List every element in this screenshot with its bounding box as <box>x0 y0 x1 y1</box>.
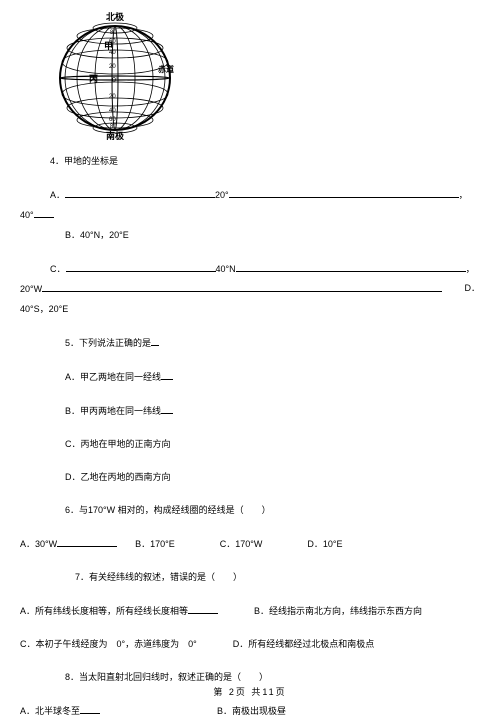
page-footer: 第 2页 共11页 <box>0 686 500 700</box>
q7-optAB: A．所有纬线长度相等，所有经线长度相等 B．经线指示南北方向，纬线指示东西方向 <box>20 604 480 619</box>
globe-figure: 北极 南极 赤道 甲 丙 0° 20 40 60 80 20 40 60 80 <box>50 10 480 145</box>
svg-text:0°: 0° <box>112 76 119 84</box>
svg-text:20: 20 <box>109 64 116 70</box>
q4-optC-D-row: 20°WD． <box>20 282 480 297</box>
q5-optC: C．丙地在甲地的正南方向 <box>20 438 480 452</box>
south-pole-label: 南极 <box>106 130 125 140</box>
q4-optA-row: A．20°， <box>20 188 480 203</box>
svg-text:20: 20 <box>109 94 116 100</box>
svg-text:60: 60 <box>109 39 116 45</box>
q7-optCD: C．本初子午线经度为 0°，赤道纬度为 0° D．所有经线都经过北极点和南极点 <box>20 638 480 652</box>
q4-optB: B．40°N，20°E <box>20 229 480 243</box>
equator-label: 赤道 <box>158 64 174 74</box>
q8-optAB: A．北半球冬至 B．南极出现极昼 <box>20 704 480 718</box>
north-pole-label: 北极 <box>106 11 125 22</box>
q4-optD-val: 40°S，20°E <box>20 303 480 317</box>
q4-optA-second: 40° <box>20 208 480 223</box>
svg-text:40: 40 <box>109 108 116 114</box>
svg-text:60: 60 <box>109 117 116 123</box>
bing-label: 丙 <box>89 74 98 84</box>
q8-text: 8．当太阳直射北回归线时，叙述正确的是（ ） <box>20 671 480 685</box>
q4-optC-row: C．40°N， <box>20 262 480 277</box>
svg-text:80: 80 <box>110 30 117 36</box>
svg-text:40: 40 <box>109 50 116 56</box>
q5-optA: A．甲乙两地在同一经线 <box>20 370 480 385</box>
q5-text: 5．下列说法正确的是 <box>20 336 480 351</box>
q5-optB: B．甲丙两地在同一纬线 <box>20 404 480 419</box>
svg-text:80: 80 <box>110 124 117 130</box>
q7-text: 7．有关经纬线的叙述，错误的是（ ） <box>20 571 480 585</box>
q4-text: 4．甲地的坐标是 <box>20 155 480 169</box>
q6-options: A．30°W B．170°E C．170°W D．10°E <box>20 537 480 552</box>
q6-text: 6．与170°W 相对的，构成经线圈的经线是（ ） <box>20 504 480 518</box>
q5-optD: D．乙地在丙地的西南方向 <box>20 471 480 485</box>
